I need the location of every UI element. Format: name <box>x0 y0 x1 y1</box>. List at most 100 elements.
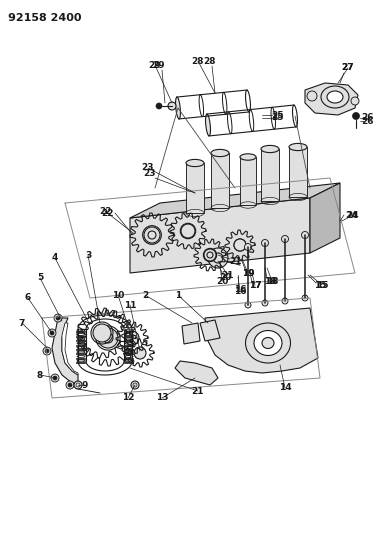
Circle shape <box>51 374 59 382</box>
Circle shape <box>302 295 308 301</box>
Circle shape <box>125 331 139 345</box>
Circle shape <box>53 376 57 380</box>
Polygon shape <box>52 318 78 383</box>
Circle shape <box>45 349 49 353</box>
Polygon shape <box>130 198 310 273</box>
Circle shape <box>134 347 146 359</box>
Text: 23: 23 <box>144 168 156 177</box>
Circle shape <box>245 302 251 308</box>
Circle shape <box>156 103 162 109</box>
Text: 24: 24 <box>346 211 358 220</box>
Text: 7: 7 <box>19 319 25 327</box>
Text: 22: 22 <box>102 208 114 217</box>
Circle shape <box>93 324 111 342</box>
Polygon shape <box>310 183 340 253</box>
Text: 25: 25 <box>272 110 284 119</box>
Text: 27: 27 <box>342 63 354 72</box>
Text: 92158 2400: 92158 2400 <box>8 13 82 23</box>
Circle shape <box>66 381 74 389</box>
Circle shape <box>50 331 54 335</box>
Text: 24: 24 <box>347 211 359 220</box>
Circle shape <box>56 316 60 320</box>
Circle shape <box>98 328 118 348</box>
Circle shape <box>282 236 288 243</box>
Text: 8: 8 <box>37 370 43 379</box>
Text: 17: 17 <box>249 280 261 289</box>
Ellipse shape <box>262 337 274 349</box>
Ellipse shape <box>289 143 307 151</box>
Ellipse shape <box>254 330 282 356</box>
Text: 13: 13 <box>156 393 168 402</box>
Polygon shape <box>289 147 307 197</box>
Text: 28: 28 <box>204 56 216 66</box>
Circle shape <box>181 224 195 238</box>
Text: 28: 28 <box>192 56 204 66</box>
Text: 29: 29 <box>149 61 161 69</box>
Circle shape <box>244 244 252 251</box>
Text: 16: 16 <box>234 287 246 295</box>
Ellipse shape <box>246 323 290 363</box>
Ellipse shape <box>240 154 256 160</box>
Text: 2: 2 <box>142 290 148 300</box>
Polygon shape <box>305 83 358 115</box>
Text: 19: 19 <box>242 269 254 278</box>
Text: 22: 22 <box>99 206 111 215</box>
Text: 5: 5 <box>37 273 43 282</box>
Polygon shape <box>261 149 279 201</box>
Circle shape <box>168 102 176 110</box>
Circle shape <box>131 381 139 389</box>
Text: 19: 19 <box>242 269 254 278</box>
Text: 1: 1 <box>175 290 181 300</box>
Text: 10: 10 <box>112 290 124 300</box>
Ellipse shape <box>186 159 204 167</box>
Ellipse shape <box>206 114 211 136</box>
Circle shape <box>352 112 360 119</box>
Polygon shape <box>182 323 200 344</box>
Polygon shape <box>175 361 218 385</box>
Text: 21: 21 <box>192 386 204 395</box>
Polygon shape <box>62 323 78 375</box>
Text: 9: 9 <box>82 381 88 390</box>
Text: 14: 14 <box>279 384 291 392</box>
Polygon shape <box>240 157 256 205</box>
Text: 21: 21 <box>222 271 234 279</box>
Text: 4: 4 <box>52 254 58 262</box>
Polygon shape <box>205 308 318 373</box>
Polygon shape <box>211 153 229 208</box>
Text: 18: 18 <box>264 277 276 286</box>
Text: 26: 26 <box>362 114 374 123</box>
Text: 11: 11 <box>124 301 136 310</box>
Circle shape <box>307 91 317 101</box>
Circle shape <box>48 329 56 337</box>
Circle shape <box>351 97 359 105</box>
Text: 25: 25 <box>272 114 284 123</box>
Circle shape <box>234 239 246 251</box>
Circle shape <box>54 314 62 322</box>
Ellipse shape <box>327 91 343 103</box>
Circle shape <box>208 248 228 268</box>
Ellipse shape <box>321 86 349 108</box>
Text: 17: 17 <box>249 280 261 289</box>
Text: 20: 20 <box>219 273 231 282</box>
Ellipse shape <box>175 97 180 119</box>
Text: 3: 3 <box>85 251 91 260</box>
Polygon shape <box>130 183 340 218</box>
Text: 6: 6 <box>25 294 31 303</box>
Text: 15: 15 <box>316 280 328 289</box>
Text: 16: 16 <box>234 286 246 295</box>
Text: 20: 20 <box>216 277 228 286</box>
Text: 21: 21 <box>229 256 241 265</box>
Circle shape <box>282 298 288 304</box>
Text: 29: 29 <box>153 61 165 69</box>
Text: 18: 18 <box>266 277 278 286</box>
Circle shape <box>43 347 51 355</box>
Circle shape <box>144 227 160 243</box>
Circle shape <box>68 383 72 387</box>
Circle shape <box>74 381 82 389</box>
Circle shape <box>262 300 268 306</box>
Text: 12: 12 <box>122 393 134 402</box>
Ellipse shape <box>261 146 279 152</box>
Ellipse shape <box>211 149 229 157</box>
Circle shape <box>204 249 216 261</box>
Circle shape <box>301 231 308 238</box>
